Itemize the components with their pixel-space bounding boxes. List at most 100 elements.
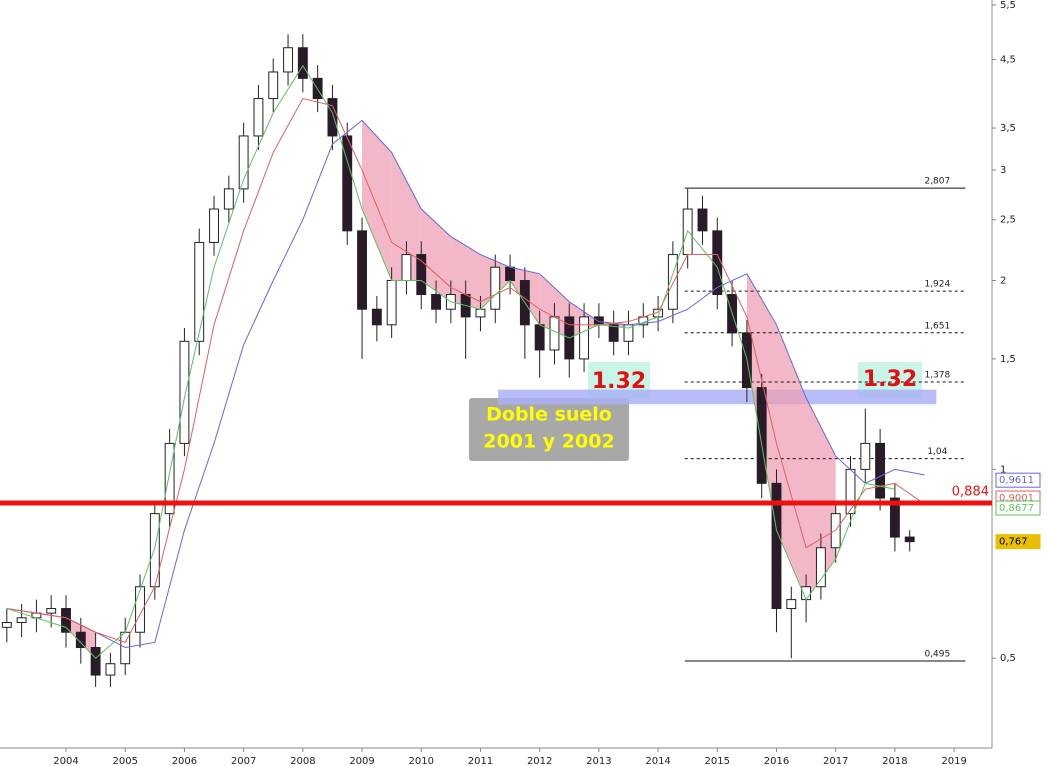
fib-label: 1,651 [924,321,950,331]
candle-body [490,266,501,310]
candle-body [416,254,427,295]
candle-body [505,266,516,282]
candle-body [75,631,86,649]
trend-fill [806,397,836,600]
x-tick-label: 2013 [586,756,611,766]
candle-body [209,208,219,243]
moving-average [6,64,895,659]
fib-label: 2,807 [924,177,950,187]
y-tick-label: 0,5 [1000,653,1016,664]
candle-body [342,135,353,232]
y-tick-label: 1,5 [1000,354,1016,365]
candle-body [238,135,249,190]
x-tick-label: 2011 [468,756,493,766]
candle-body [164,442,175,515]
plot: 5,5 4,5 3,5 3 2,5 2 1,5 1 0,5 2004 2005 2006 2007 200… [0,0,1016,766]
candle-body [90,647,101,676]
x-tick-label: 2004 [53,756,78,766]
y-tick-label: 1 [1000,464,1006,475]
candle-body [549,316,560,351]
fib-label: 1,378 [924,371,950,381]
annotation: 1.32 [592,369,646,394]
annotation: Doble suelo [486,404,612,426]
candle-body [593,316,604,326]
x-tick-label: 2006 [172,756,197,766]
x-tick-label: 2009 [349,756,374,766]
candle-body [61,608,71,633]
candle-body [135,586,145,633]
candle-body [327,98,338,137]
candle-body [46,608,57,614]
last-value-label: 0,8677 [999,503,1034,514]
candle-body [386,280,397,326]
candle-body [786,599,797,610]
candle-body [712,230,723,295]
last-value-box [995,472,1041,488]
moving-average [6,119,925,649]
candle-body [889,497,900,538]
candle-body [1,622,12,628]
moving-average [6,97,925,643]
trend-fill [362,120,392,281]
candle-body [579,316,590,360]
last-value-label: 0,9611 [999,475,1034,486]
trend-fill [776,324,807,600]
candle-body [297,47,308,79]
x-tick-label: 2005 [112,756,137,766]
candle-body [475,308,486,318]
annotation: 2001 y 2002 [483,431,614,453]
y-tick-label: 3 [1000,165,1006,176]
candle-body [179,340,190,444]
candle-body [608,324,619,342]
candle-body [756,387,767,484]
candle-body [401,254,412,282]
x-tick-label: 2012 [527,756,552,766]
candle-body [268,71,279,100]
x-tick-label: 2017 [823,756,848,766]
last-value-box [995,534,1041,550]
candle-body [904,536,915,543]
y-tick-label: 2,5 [1000,215,1016,226]
candle-body [371,308,382,326]
x-tick-label: 2010 [409,756,434,766]
y-tick-label: 4,5 [1000,55,1016,66]
candle-body [697,208,708,232]
candle-body [845,468,856,515]
candle-body [194,241,205,342]
x-tick-label: 2018 [882,756,907,766]
fib-label: 0,495 [924,649,950,659]
trend-fill [421,209,451,302]
candle-body [16,617,27,624]
candle-body [253,98,264,137]
support-label: 0,884 [952,484,989,499]
y-tick-label: 3,5 [1000,123,1016,134]
candle-body [860,442,871,470]
candle-body [534,324,545,351]
candle-body [667,254,678,310]
candle-body [223,188,234,210]
x-tick-label: 2016 [764,756,789,766]
y-tick-label: 2 [1000,276,1006,287]
x-tick-label: 2014 [645,756,670,766]
candle-body [815,547,826,588]
candle-body [771,482,782,610]
candle-body [105,663,116,676]
annotation-box [469,398,629,461]
last-value-label: 0,767 [999,537,1028,548]
candle-body [283,47,293,73]
candle-body [357,230,367,310]
x-tick-label: 2008 [290,756,315,766]
x-tick-label: 2019 [941,756,966,766]
y-tick-label: 5,5 [1000,0,1016,11]
annotation: 1.32 [863,367,917,392]
last-value-label: 0,9001 [999,493,1034,504]
support-band [498,389,937,405]
x-tick-label: 2015 [705,756,730,766]
candle-body [431,293,441,310]
fib-label: 1,04 [927,447,947,457]
candle-body [875,442,886,499]
x-tick-label: 2007 [231,756,256,766]
last-value-box [995,500,1041,516]
fib-label: 1,924 [924,280,950,290]
